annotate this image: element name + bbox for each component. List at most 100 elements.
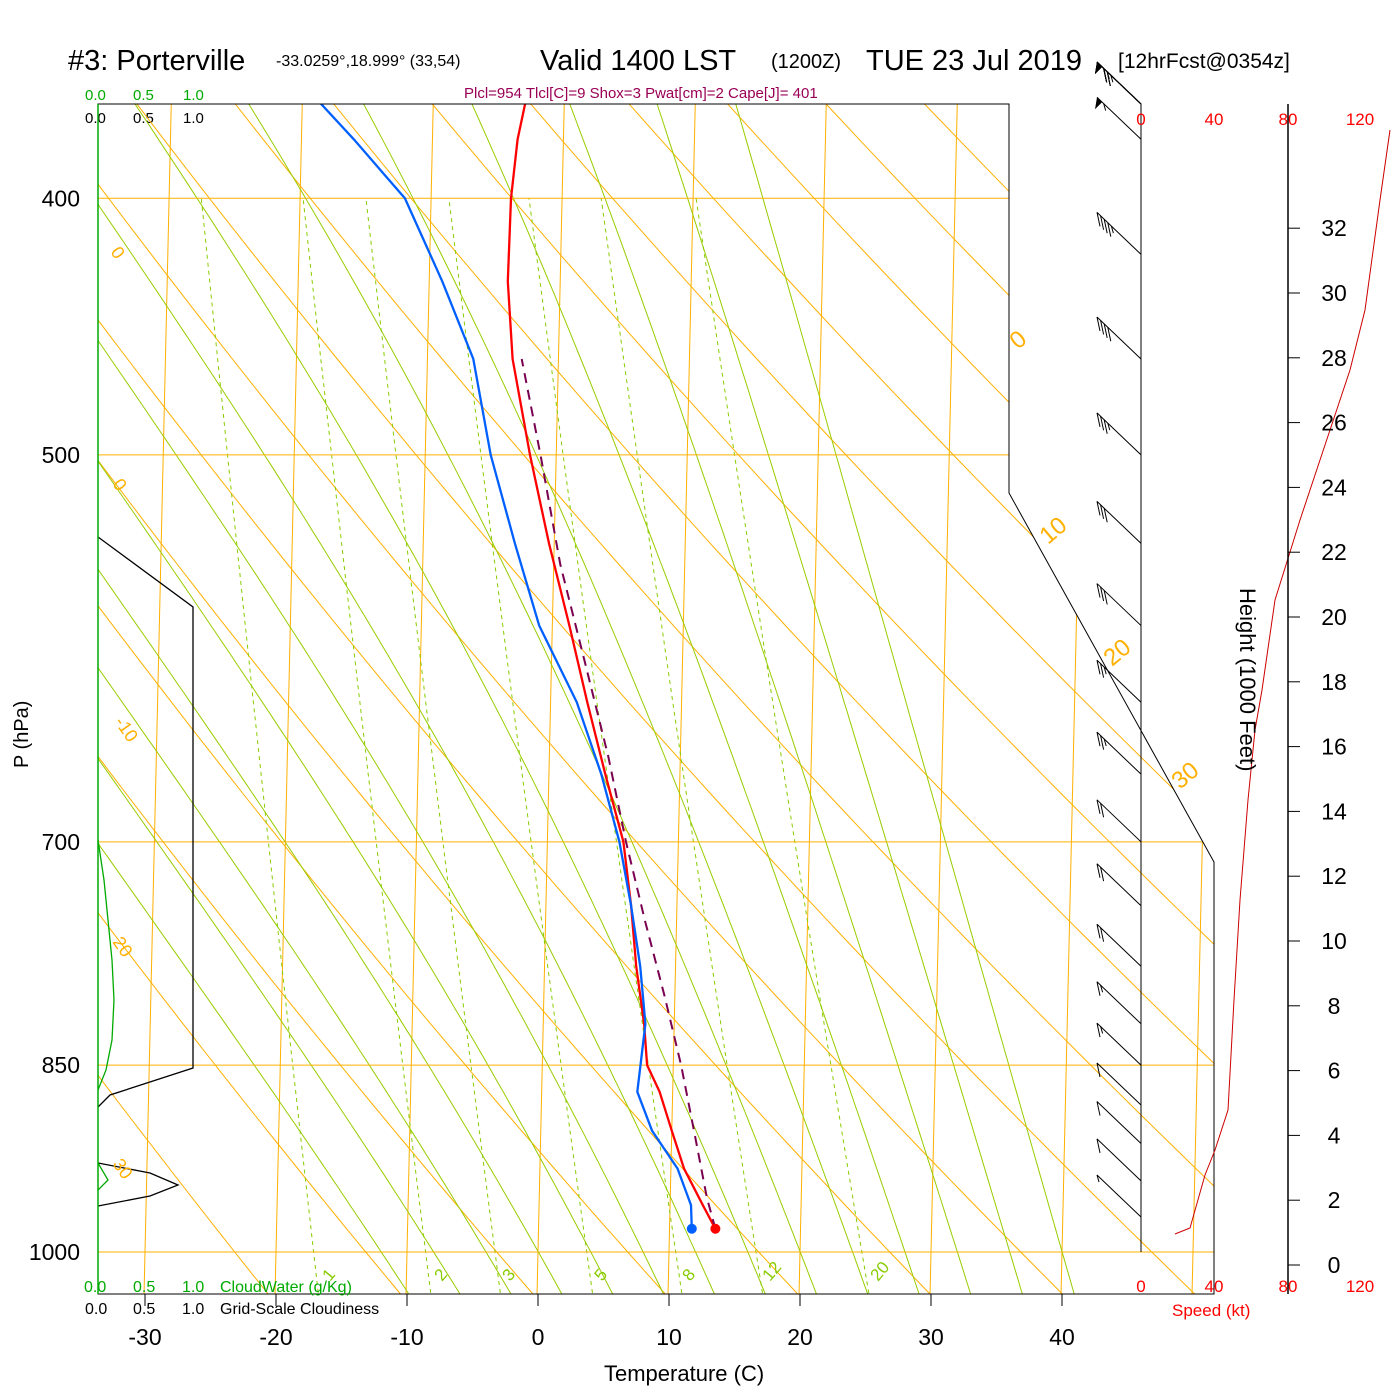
mixing-ratio-line [448, 198, 600, 1294]
cloudiness-tick-top-1: 0.5 [133, 110, 154, 127]
wind-barbs [1095, 61, 1142, 1218]
mixing-ratio-line [302, 198, 437, 1294]
temperature-tick-label: 20 [787, 1324, 813, 1350]
sounding-profiles [193, 104, 721, 1234]
isotherm-line [929, 104, 958, 1294]
cloud-scale-bottom: 0.0 0.5 1.0 CloudWater (g/Kg) 0.0 0.5 1.… [84, 1279, 379, 1318]
moist-adiabat-line [98, 104, 539, 1294]
height-tick-label: 12 [1321, 863, 1347, 889]
cloudiness-profile-low [98, 1162, 180, 1207]
isotherm-label: -10 [111, 713, 142, 746]
cloudiness-tick-top-2: 1.0 [183, 110, 204, 127]
isotherm-label: 0 [109, 475, 131, 495]
height-tick-label: 4 [1328, 1122, 1341, 1148]
height-tick-label: 18 [1321, 669, 1347, 695]
speed-tick-bottom: 0 [1136, 1277, 1145, 1296]
pressure-tick-label: 700 [42, 829, 80, 855]
height-axis-title: Height (1000 Feet) [1235, 588, 1260, 771]
dry-adiabat-line [98, 104, 1110, 1294]
mixing-ratio-label: 2 [431, 1265, 452, 1284]
height-tick-label: 16 [1321, 734, 1347, 760]
cloudwater-tick-bottom-1: 0.5 [133, 1279, 155, 1296]
pressure-tick-label: 400 [42, 185, 80, 211]
height-tick-label: 2 [1328, 1187, 1341, 1213]
dry-adiabat-lines [98, 104, 1214, 1294]
wind-barb [1096, 1174, 1142, 1218]
pressure-tick-label: 500 [42, 442, 80, 468]
moist-adiabat-line [98, 104, 736, 1294]
wind-barb [1095, 96, 1142, 140]
pressure-tick-labels: 2503004005007008501000 [29, 185, 80, 1265]
pressure-tick-label: 850 [42, 1052, 80, 1078]
temperature-tick-label: -30 [128, 1324, 161, 1350]
cloudwater-profile [98, 839, 115, 1191]
cloudwater-tick-top-0: 0.0 [85, 87, 106, 104]
wind-speed-profile [1174, 129, 1391, 1235]
speed-tick-top: 120 [1346, 110, 1374, 129]
isotherm-line [13, 104, 40, 1294]
wind-barb [1096, 731, 1142, 775]
isotherm-line [667, 104, 696, 1294]
mixing-ratio-label: 12 [759, 1258, 786, 1285]
height-tick-label: 20 [1321, 604, 1347, 630]
height-tick-label: 24 [1321, 474, 1347, 500]
pressure-tick-label: 1000 [29, 1239, 80, 1265]
mixing-ratio-label: 5 [591, 1265, 612, 1284]
mixing-ratio-line [200, 198, 325, 1294]
surface-temperature-dot [710, 1223, 721, 1234]
speed-axis-title: Speed (kt) [1172, 1301, 1250, 1320]
temperature-profile [506, 104, 717, 1230]
isotherm-line [1191, 104, 1214, 1294]
cloudiness-profile [98, 536, 194, 1108]
height-tick-label: 6 [1328, 1058, 1341, 1084]
cloudwater-tick-top-1: 0.5 [133, 87, 154, 104]
mixing-ratio-line [365, 198, 507, 1294]
cloud-profile [98, 536, 194, 1207]
dry-adiabat-line [168, 104, 1214, 1294]
dewpoint-profile [193, 104, 693, 1229]
isotherm-line [536, 104, 565, 1294]
dry-adiabat-line [432, 104, 1214, 1294]
moist-adiabat-line [98, 104, 440, 1294]
stability-indices: Plcl=954 Tlcl[C]=9 Shox=3 Pwat[cm]=2 Cap… [464, 85, 818, 102]
isotherm-label: 10 [1035, 512, 1073, 550]
dry-adiabat-line [98, 104, 440, 1294]
wind-barb [1096, 212, 1142, 255]
mixing-ratio-label: 8 [679, 1265, 700, 1284]
moist-adiabat-line [98, 104, 588, 1294]
moist-adiabat-line [98, 104, 835, 1294]
moist-adiabat-line [603, 104, 1088, 1294]
height-tick-label: 14 [1321, 798, 1347, 824]
dry-adiabat-line [98, 104, 708, 1294]
cloudiness-tick-top-0: 0.0 [85, 110, 106, 127]
moist-adiabat-line [98, 104, 637, 1294]
valid-time: Valid 1400 LST [540, 45, 736, 77]
dry-adiabat-line [344, 104, 1214, 1294]
dry-adiabat-line [98, 104, 1214, 1294]
dry-adiabat-line [98, 104, 976, 1294]
dry-adiabat-line [98, 104, 1214, 1294]
moist-adiabat-line [98, 104, 490, 1294]
wind-barb [1096, 1062, 1142, 1106]
cloudwater-tick-bottom-0: 0.0 [84, 1279, 106, 1296]
mixing-ratio-line [528, 198, 690, 1294]
zulu-time: (1200Z) [771, 51, 841, 73]
mixing-ratio-label: 20 [867, 1258, 894, 1285]
cloudiness-tick-bottom-0: 0.0 [85, 1301, 107, 1318]
valid-date: TUE 23 Jul 2019 [866, 45, 1082, 77]
speed-tick-bottom: 120 [1346, 1277, 1374, 1296]
wind-barb [1096, 412, 1142, 456]
station-coords: -33.0259°,18.999° (33,54) [276, 53, 460, 70]
temperature-tick-label: 0 [532, 1324, 545, 1350]
wind-barb [1096, 583, 1142, 626]
cloudwater-tick-top-2: 1.0 [183, 87, 204, 104]
x-axis-title: Temperature (C) [604, 1361, 764, 1386]
parcel-profile [520, 358, 717, 1230]
height-tick-label: 26 [1321, 410, 1347, 436]
cloudiness-tick-bottom-2: 1.0 [182, 1301, 204, 1318]
wind-barb [1096, 981, 1142, 1025]
mixing-ratio-lines [200, 198, 878, 1294]
